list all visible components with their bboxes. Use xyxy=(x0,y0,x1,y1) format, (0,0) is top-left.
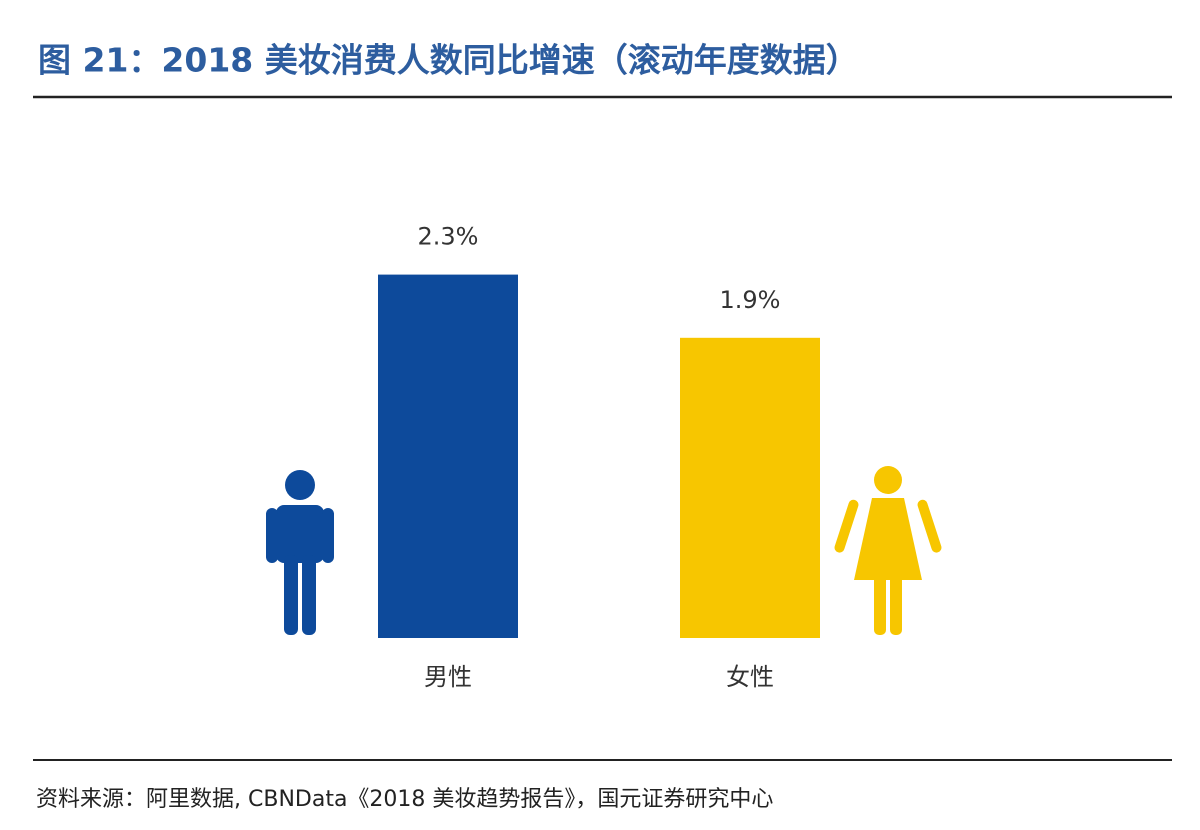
source-note: 资料来源：阿里数据, CBNData《2018 美妆趋势报告》，国元证券研究中心 xyxy=(36,787,773,812)
female-icon xyxy=(834,466,942,635)
category-label: 女性 xyxy=(726,663,774,691)
bar xyxy=(680,337,820,638)
male-icon xyxy=(266,470,334,635)
bar xyxy=(378,274,518,638)
category-label: 男性 xyxy=(424,663,472,691)
value-label: 1.9% xyxy=(720,286,781,314)
value-label: 2.3% xyxy=(418,223,479,251)
chart-title: 图 21：2018 美妆消费人数同比增速（滚动年度数据） xyxy=(38,41,859,80)
